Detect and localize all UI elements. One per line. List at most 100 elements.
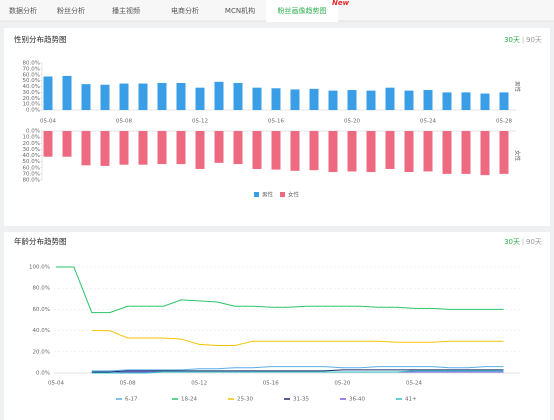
bar [347,131,357,172]
bar [499,92,509,110]
tab[interactable]: 粉丝画像趋势图 [278,6,327,15]
y-tick-label: 40.0% [23,153,40,159]
legend-label[interactable]: 男性 [262,191,274,199]
y-tick-label: 40.0% [33,328,50,334]
bar [385,131,395,169]
x-tick-label: 05-20 [344,119,360,125]
series-line [91,366,504,372]
y-tick-label: 30.0% [23,147,40,153]
x-tick-label: 05-04 [40,119,56,125]
bar [461,92,471,110]
y-tick-label: 70.0% [23,66,40,72]
legend-label[interactable]: 41+ [405,397,417,403]
y-tick-label: 50.0% [23,159,40,165]
tab[interactable]: MCN机构 [225,6,255,15]
bar [423,90,433,110]
range-option[interactable]: 90天 [526,238,542,246]
bar [328,131,338,173]
y-tick-label: 80.0% [33,286,50,292]
tab[interactable]: 粉丝分析 [57,6,85,15]
bar [195,131,205,169]
tab-badge: New [332,0,350,7]
bar [290,131,300,171]
bar [176,82,186,110]
pane-label: 女性 [514,150,522,162]
bar [290,89,300,110]
y-tick-label: 20.0% [23,96,40,102]
bar [480,93,490,110]
bar [252,87,262,110]
y-tick-label: 50.0% [23,78,40,84]
range-option[interactable]: 30天 [504,238,520,246]
legend-swatch [254,192,259,197]
y-tick-label: 80.0% [23,178,40,184]
bar [176,131,186,165]
y-tick-label: 80.0% [23,61,40,67]
legend-swatch [280,192,285,197]
bar [233,131,243,165]
y-tick-label: 40.0% [23,84,40,90]
content: 数据分析 粉丝分析 播主视频 电商分析 MCN机构 粉丝画像趋势图 New 性别分布趋势图 30… [9,0,542,403]
bar [404,90,414,110]
bar [100,84,110,110]
series-line [91,330,504,346]
series-line [91,369,504,373]
x-tick-label: 05-08 [120,381,136,387]
y-tick-label: 0.0% [26,108,40,114]
bar [442,92,452,110]
x-tick-label: 05-28 [496,119,512,125]
bar [138,83,148,110]
panel-title: 年龄分布趋势图 [14,236,67,246]
y-tick-label: 10.0% [23,102,40,108]
bar [309,131,319,171]
gender-panel [4,28,550,226]
y-tick-label: 10.0% [23,135,40,141]
pane-label: 男性 [514,81,522,93]
range-option[interactable]: 90天 [526,36,542,44]
bar [119,83,129,110]
bar [404,131,414,173]
y-tick-label: 0.0% [36,371,50,377]
legend-label[interactable]: 36-40 [349,397,365,403]
bar [157,131,167,165]
tab[interactable]: 电商分析 [171,6,199,15]
bar [423,131,433,172]
series-line [91,370,504,374]
y-tick-label: 30.0% [23,90,40,96]
bar [385,87,395,110]
tab[interactable]: 数据分析 [9,6,37,15]
legend-label[interactable]: 女性 [288,191,300,199]
bar [480,131,490,176]
bar [119,131,129,165]
bar [62,75,72,110]
bar [366,90,376,110]
bar [461,131,471,174]
legend-label[interactable]: 31-35 [293,397,309,403]
x-tick-label: 05-04 [48,381,64,387]
bar [442,131,452,174]
y-tick-label: 20.0% [23,141,40,147]
bar [214,131,224,163]
bar [233,82,243,110]
bar [309,88,319,110]
x-tick-label: 05-12 [192,119,208,125]
bar [366,131,376,173]
x-tick-label: 05-24 [406,381,422,387]
legend-label[interactable]: 6-17 [125,397,138,403]
y-tick-label: 70.0% [23,171,40,177]
age-panel [4,232,550,420]
legend-label[interactable]: 18-24 [181,397,197,403]
legend-label[interactable]: 25-30 [237,397,253,403]
range-option[interactable]: 30天 [504,36,520,44]
tab[interactable]: 播主视频 [112,6,140,15]
bar [157,82,167,110]
bar [81,84,91,110]
bar [328,90,338,110]
bar [252,131,262,169]
bar [214,81,224,110]
y-tick-label: 20.0% [33,349,50,355]
bar [271,131,281,170]
bar [43,76,53,110]
tab-active-bg [266,0,338,22]
